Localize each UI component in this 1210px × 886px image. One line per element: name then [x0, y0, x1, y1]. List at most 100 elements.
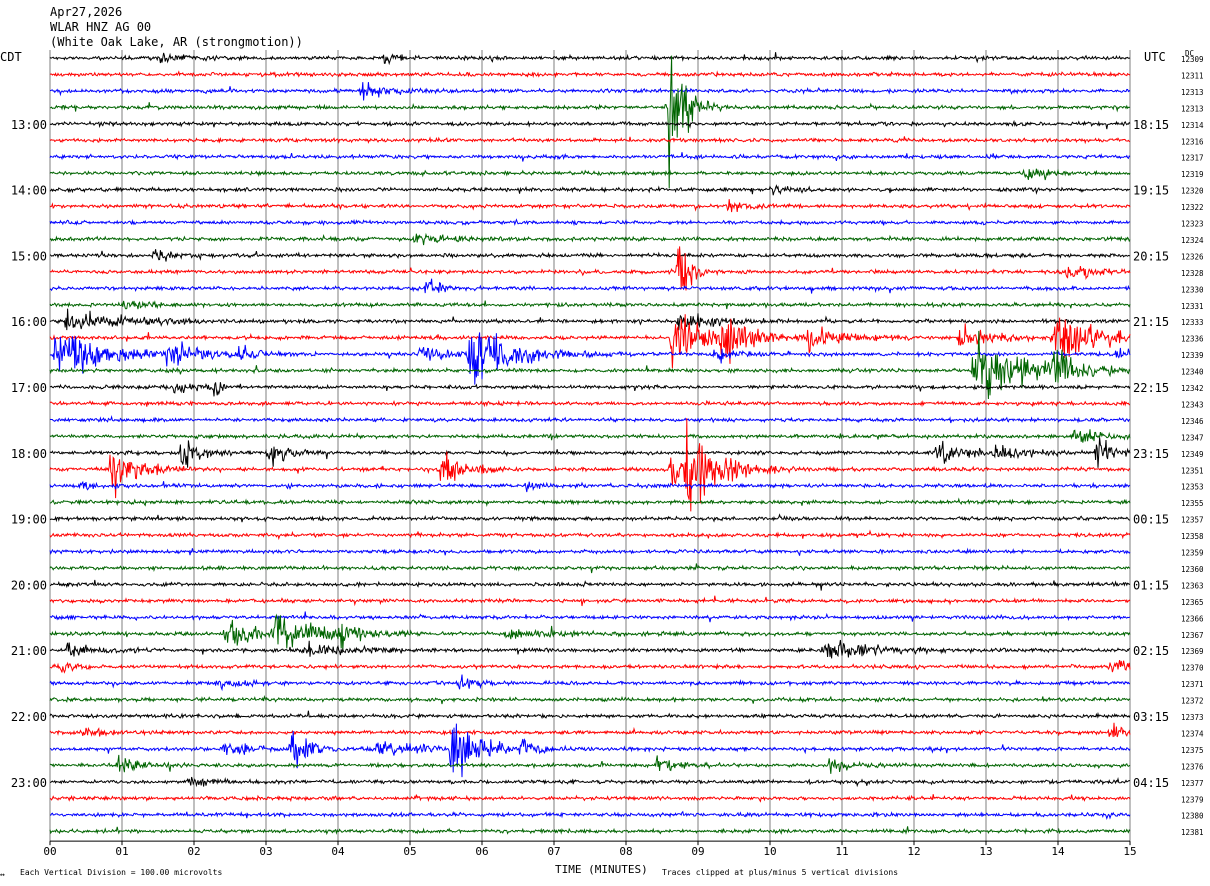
trace-line [49, 529, 1131, 541]
cdt-hour-label: 23:00 [11, 776, 47, 790]
x-tick-label: 12 [907, 845, 920, 858]
trace-line [49, 55, 1131, 189]
dc-offset-label: 12353 [1181, 483, 1204, 492]
cdt-hour-label: 14:00 [11, 184, 47, 198]
dc-offset-label: 12317 [1181, 154, 1204, 163]
cdt-hour-label: 19:00 [11, 513, 47, 527]
dc-offset-label: 12328 [1181, 269, 1204, 278]
trace-line [49, 710, 1131, 720]
trace-line [49, 563, 1131, 574]
dc-label: DC [1185, 49, 1194, 58]
trace-line [49, 249, 1131, 262]
x-tick-label: 15 [1123, 845, 1136, 858]
dc-offset-label: 12319 [1181, 170, 1204, 179]
trace-line [49, 218, 1131, 227]
trace-line [49, 308, 1131, 331]
trace-line [49, 278, 1131, 294]
trace-line [49, 246, 1131, 291]
utc-hour-label: 20:15 [1133, 249, 1169, 263]
cdt-hour-label: 13:00 [11, 118, 47, 132]
dc-offset-label: 12323 [1181, 220, 1204, 229]
cdt-hour-label: 21:00 [11, 644, 47, 658]
utc-zone-label: UTC [1144, 50, 1166, 64]
dc-offset-label: 12336 [1181, 335, 1204, 344]
x-axis-title: TIME (MINUTES) [555, 863, 648, 876]
trace-line [49, 513, 1131, 523]
utc-hour-label: 21:15 [1133, 315, 1169, 329]
trace-line [49, 776, 1131, 788]
trace-line [49, 314, 1131, 369]
x-tick-label: 10 [763, 845, 776, 858]
dc-offset-label: 12369 [1181, 647, 1204, 656]
x-axis: 00 01 02 03 04 05 06 07 08 09 10 11 12 13 14 15 [43, 840, 1137, 858]
dc-offset-label: 12322 [1181, 203, 1204, 212]
trace-line [49, 119, 1131, 130]
dc-offset-label: 12309 [1181, 55, 1204, 64]
trace-line [49, 330, 1131, 400]
clip-note: Traces clipped at plus/minus 5 vertical … [662, 868, 898, 877]
trace-line [49, 136, 1131, 145]
cdt-hour-labels: 13:00 14:00 15:00 16:00 17:00 18:00 19:00 20:00… [11, 118, 47, 790]
x-tick-label: 00 [43, 845, 56, 858]
dc-offset-label: 12313 [1181, 104, 1204, 113]
dc-offset-label: 12340 [1181, 368, 1204, 377]
utc-hour-label: 22:15 [1133, 381, 1169, 395]
trace-line [49, 399, 1131, 408]
cdt-hour-label: 22:00 [11, 710, 47, 724]
trace-line [49, 674, 1131, 692]
dc-offset-label: 12379 [1181, 795, 1204, 804]
dc-offset-label: 12333 [1181, 318, 1204, 327]
dc-offset-label: 12371 [1181, 680, 1204, 689]
trace-line [49, 82, 1131, 101]
trace-line [49, 659, 1131, 674]
dc-offset-label: 12376 [1181, 762, 1204, 771]
dc-offset-label: 12365 [1181, 598, 1204, 607]
cdt-hour-label: 16:00 [11, 315, 47, 329]
x-tick-label: 07 [547, 845, 560, 858]
x-tick-label: 03 [259, 845, 272, 858]
trace-line [49, 794, 1131, 803]
plot-grid [49, 50, 1131, 842]
dc-offset-label: 12373 [1181, 713, 1204, 722]
footer: ↔ Each Vertical Division = 100.00 microv… [0, 863, 898, 879]
location-label: (White Oak Lake, AR (strongmotion)) [50, 35, 303, 49]
dc-offset-label: 12366 [1181, 614, 1204, 623]
dc-offset-label: 12349 [1181, 450, 1204, 459]
x-tick-label: 04 [331, 845, 345, 858]
x-tick-label: 11 [835, 845, 848, 858]
x-tick-label: 06 [475, 845, 488, 858]
trace-line [49, 300, 1131, 310]
trace-line [50, 810, 1131, 820]
trace-line [49, 332, 1131, 385]
scale-note: Each Vertical Division = 100.00 microvol… [20, 868, 222, 877]
trace-line [49, 437, 1131, 468]
trace-line [49, 152, 1131, 162]
dc-offset-label: 12372 [1181, 697, 1204, 706]
utc-hour-labels: 18:15 19:15 20:15 21:15 22:15 23:15 00:15 01:15… [1133, 118, 1169, 790]
seismic-traces [49, 52, 1131, 836]
utc-hour-label: 03:15 [1133, 710, 1169, 724]
dc-offset-label: 12346 [1181, 417, 1204, 426]
utc-hour-label: 00:15 [1133, 513, 1169, 527]
dc-offset-label: 12331 [1181, 302, 1204, 311]
trace-line [49, 184, 1131, 196]
cdt-zone-label: CDT [0, 50, 22, 64]
channel-label: WLAR HNZ AG 00 [50, 20, 151, 34]
x-tick-label: 13 [979, 845, 992, 858]
dc-offset-label: 12360 [1181, 565, 1204, 574]
dc-offset-label: 12358 [1181, 532, 1204, 541]
dc-offset-label: 12370 [1181, 664, 1204, 673]
dc-offset-label: 12324 [1181, 236, 1204, 245]
trace-line [49, 52, 1131, 66]
trace-line [49, 613, 1131, 651]
dc-offset-label: 12339 [1181, 351, 1204, 360]
utc-hour-label: 18:15 [1133, 118, 1169, 132]
dc-offset-label: 12377 [1181, 779, 1204, 788]
utc-hour-label: 19:15 [1133, 184, 1169, 198]
header: Apr27,2026 WLAR HNZ AG 00 (White Oak Lak… [0, 5, 1194, 64]
dc-offset-label: 12314 [1181, 121, 1204, 130]
dc-offset-label: 12351 [1181, 466, 1204, 475]
trace-line [49, 754, 1131, 774]
trace-line [49, 480, 1131, 493]
